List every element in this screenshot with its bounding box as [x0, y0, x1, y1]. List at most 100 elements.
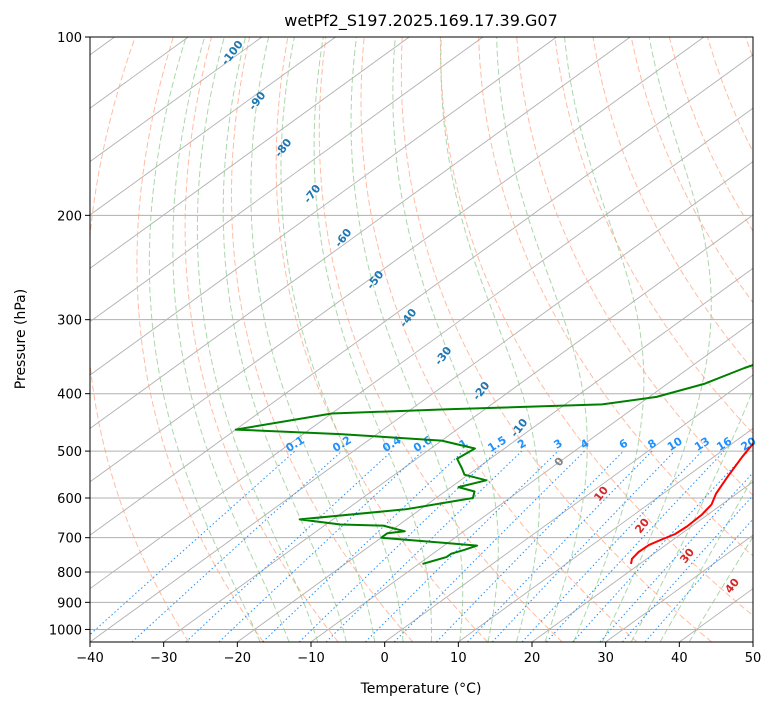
- mixing-ratio-line: [325, 450, 523, 642]
- dry-adiabat-label: -10: [508, 416, 531, 440]
- dry-adiabat: [184, 37, 339, 642]
- moist-adiabat: [350, 37, 464, 642]
- isotherm-line: [90, 161, 753, 642]
- mixing-ratio-line: [436, 450, 624, 642]
- moist-adiabat: [148, 37, 261, 642]
- moist-adiabat: [222, 37, 347, 642]
- dry-adiabat: [231, 37, 414, 642]
- y-tick-label: 600: [57, 492, 82, 507]
- dry-adiabat: [707, 37, 753, 153]
- mixing-ratio-label: 0.2: [330, 433, 353, 454]
- y-tick-label: 500: [57, 445, 82, 460]
- y-tick-label: 1000: [49, 623, 82, 638]
- mixing-ratio-line: [364, 450, 559, 642]
- x-tick-label: 20: [524, 651, 541, 666]
- dry-adiabat: [592, 37, 753, 371]
- mixing-ratio-label: 1.5: [485, 433, 508, 454]
- dry-adiabat: [136, 37, 264, 642]
- y-tick-label: 400: [57, 388, 82, 403]
- isotherm-line: [90, 107, 753, 590]
- isotherm-line: [90, 37, 336, 216]
- dry-adiabat-label: -50: [364, 268, 387, 292]
- x-tick-label: −30: [150, 651, 177, 666]
- moist-adiabat: [496, 37, 588, 642]
- x-tick-label: 40: [671, 651, 688, 666]
- isotherm-line: [90, 37, 631, 430]
- moist-adiabat: [688, 535, 753, 642]
- moist-adiabat: [313, 37, 432, 642]
- isotherm-line: [90, 37, 263, 163]
- x-tick-label: −20: [224, 651, 251, 666]
- mixing-ratio-line: [622, 494, 753, 642]
- isotherm-line: [90, 37, 557, 376]
- dry-adiabat-label: -60: [332, 226, 355, 250]
- moist-adiabat: [630, 388, 753, 642]
- isotherm-line: [605, 534, 753, 642]
- y-tick-label: 700: [57, 532, 82, 547]
- mixing-ratio-line: [599, 472, 753, 642]
- dry-adiabat-label: -20: [470, 379, 493, 403]
- dry-adiabat: [360, 37, 638, 642]
- x-tick-label: −40: [76, 651, 103, 666]
- mixing-ratio-line: [185, 450, 393, 642]
- dry-adiabat: [90, 37, 190, 642]
- dry-adiabat: [439, 37, 753, 617]
- mixing-ratio-line: [131, 450, 343, 642]
- temperature-line: [630, 442, 753, 565]
- mixing-ratio-line: [491, 450, 676, 642]
- x-axis-title: Temperature (°C): [360, 681, 482, 697]
- x-tick-label: 10: [450, 651, 467, 666]
- grid-layer: [90, 37, 753, 642]
- y-tick-label: 100: [57, 31, 82, 46]
- moist-adiabat: [440, 37, 540, 642]
- moist-adiabat: [280, 37, 404, 642]
- series-layer: [234, 364, 753, 565]
- y-tick-label: 300: [57, 314, 82, 329]
- mixing-ratio-line: [262, 450, 464, 642]
- axis-layer: −40 −30 −20 −10 0 10 20 30 40 5010020030040050060…: [49, 31, 761, 666]
- mixing-ratio-label: 4: [578, 436, 592, 451]
- mixing-ratio-line: [393, 450, 585, 642]
- moist-adiabat: [250, 37, 376, 642]
- isotherm-line: [90, 37, 484, 323]
- isotherm-line: [90, 37, 705, 483]
- y-axis-title: Pressure (hPa): [13, 289, 29, 389]
- moist-adiabat: [659, 476, 753, 642]
- mixing-ratio-line: [521, 450, 703, 642]
- moist-adiabat: [196, 37, 319, 642]
- dry-adiabat: [554, 37, 753, 435]
- isotherm-line: [90, 54, 753, 536]
- dry-adiabat-label: -30: [432, 344, 455, 368]
- mixing-ratio-line: [572, 450, 749, 642]
- isotherm-line: [458, 427, 753, 642]
- dry-adiabat-label: 40: [722, 576, 742, 596]
- isotherm-line: [531, 481, 753, 642]
- moist-adiabat: [564, 37, 645, 642]
- dry-adiabat-label: 20: [632, 516, 652, 536]
- dry-adiabat-label: 30: [677, 546, 697, 566]
- dry-adiabat-label: -40: [397, 306, 420, 330]
- dry-adiabat: [275, 37, 488, 642]
- mixing-ratio-line: [545, 450, 725, 642]
- isotherm-line: [163, 214, 753, 642]
- mixing-ratio-label: 3: [551, 437, 564, 452]
- mixing-ratio-line: [298, 450, 498, 642]
- x-tick-label: 0: [381, 651, 389, 666]
- x-tick-label: 30: [597, 651, 614, 666]
- y-tick-label: 200: [57, 209, 82, 224]
- y-tick-label: 900: [57, 596, 82, 611]
- dry-adiabat: [400, 37, 713, 642]
- plot-frame: [89, 36, 754, 643]
- isotherm-line: [237, 267, 753, 642]
- moist-adiabat: [601, 37, 712, 642]
- mixing-ratio-label: 6: [617, 436, 631, 451]
- dry-adiabat: [630, 37, 753, 304]
- dry-adiabat-label: -80: [272, 136, 295, 160]
- mixing-ratio-line: [644, 518, 753, 642]
- x-tick-label: −10: [297, 651, 324, 666]
- dry-adiabat: [745, 37, 753, 60]
- annotation-labels: 0.1 0.2 0.4 0.6 1 1.5 2 3 4 6 8 10 13 16 20-100-90-80-…: [219, 38, 759, 596]
- x-tick-label: 50: [745, 651, 762, 666]
- moist-adiabat: [392, 37, 499, 642]
